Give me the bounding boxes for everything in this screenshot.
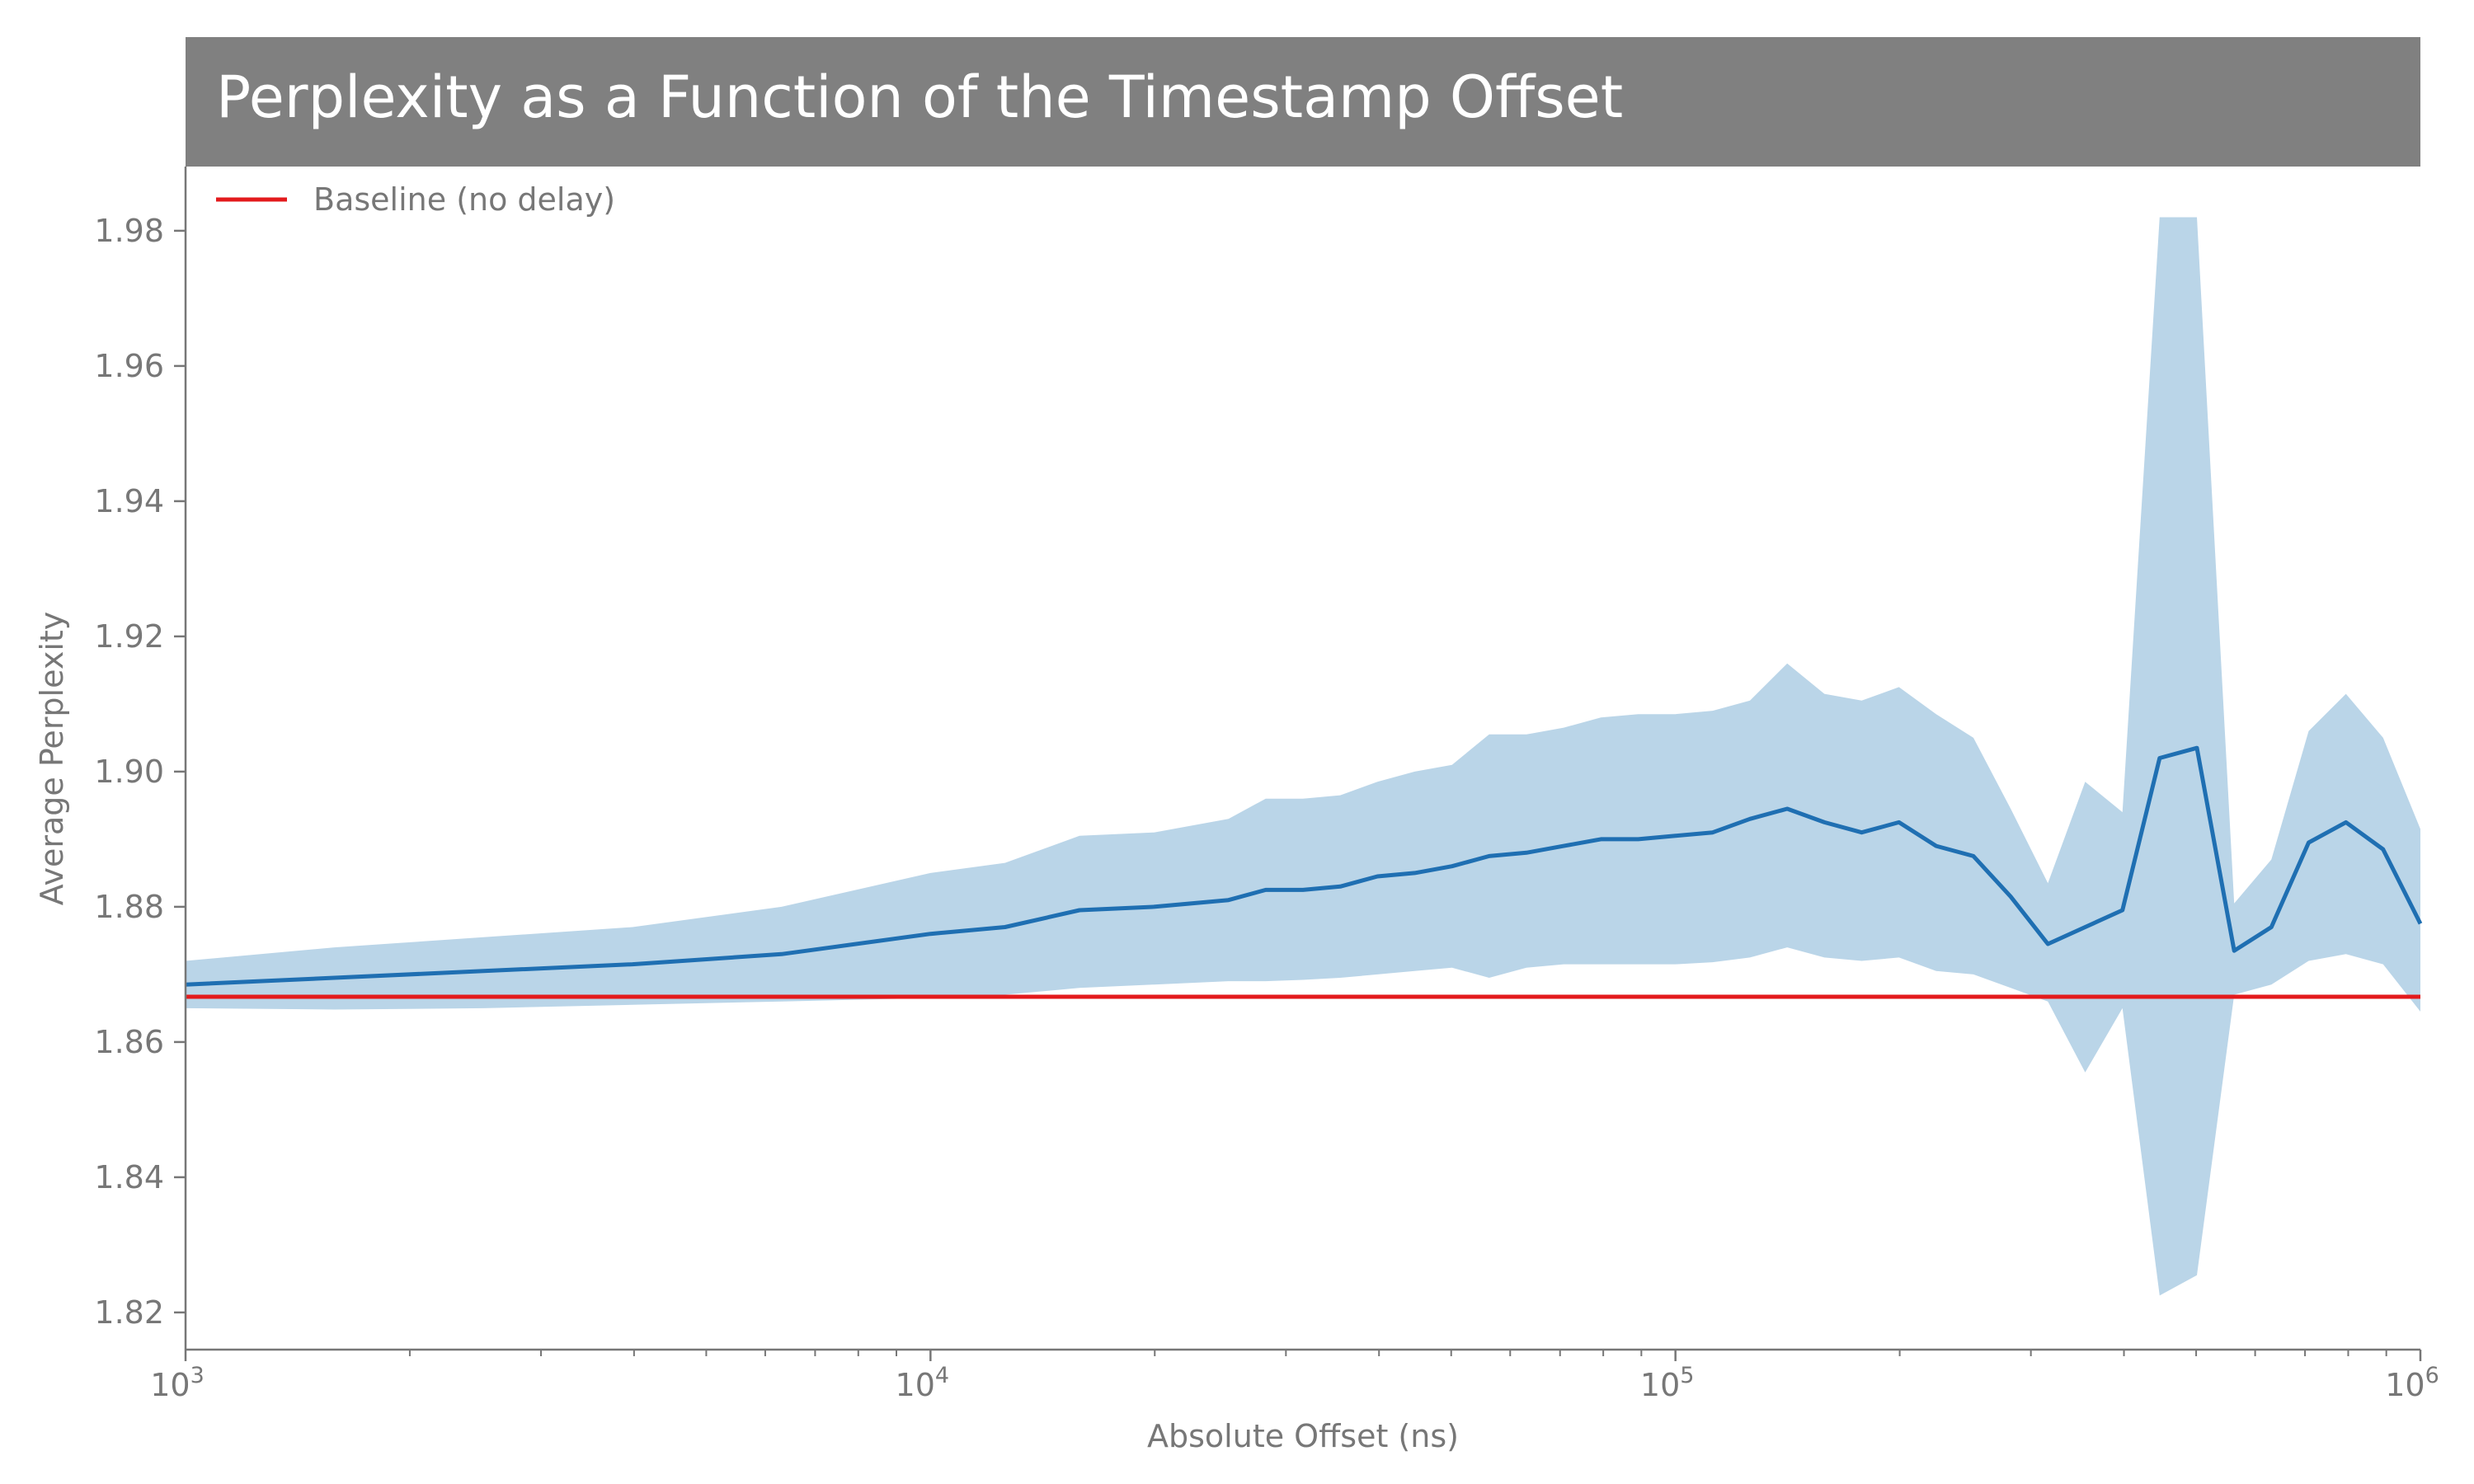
x-axis-title: Absolute Offset (ns): [1147, 1418, 1459, 1454]
legend: Baseline (no delay): [216, 181, 615, 218]
y-tick-label: 1.98: [94, 213, 164, 249]
y-tick-label: 1.84: [94, 1159, 164, 1195]
x-tick-label: 104: [896, 1363, 950, 1403]
y-axis-title: Average Perplexity: [34, 612, 70, 906]
x-tick-label: 105: [1640, 1363, 1695, 1403]
title-bar: [186, 37, 2420, 167]
x-tick-label: 106: [2385, 1363, 2439, 1403]
plot-area: [185, 217, 2423, 1296]
mean-perplexity-line-0: [185, 745, 2423, 987]
legend-baseline-label: Baseline (no delay): [313, 181, 615, 218]
y-tick-label: 1.96: [94, 348, 164, 384]
chart-title: Perplexity as a Function of the Timestam…: [216, 63, 1623, 131]
x-tick-label: 103: [150, 1363, 205, 1403]
axes: [184, 167, 2420, 1351]
y-tick-label: 1.90: [94, 754, 164, 790]
y-tick-label: 1.92: [94, 618, 164, 655]
y-tick-label: 1.86: [94, 1024, 164, 1060]
y-tick-label: 1.94: [94, 483, 164, 519]
y-tick-label: 1.82: [94, 1294, 164, 1331]
y-tick-label: 1.88: [94, 889, 164, 925]
confidence-band-0: [186, 217, 2420, 1296]
